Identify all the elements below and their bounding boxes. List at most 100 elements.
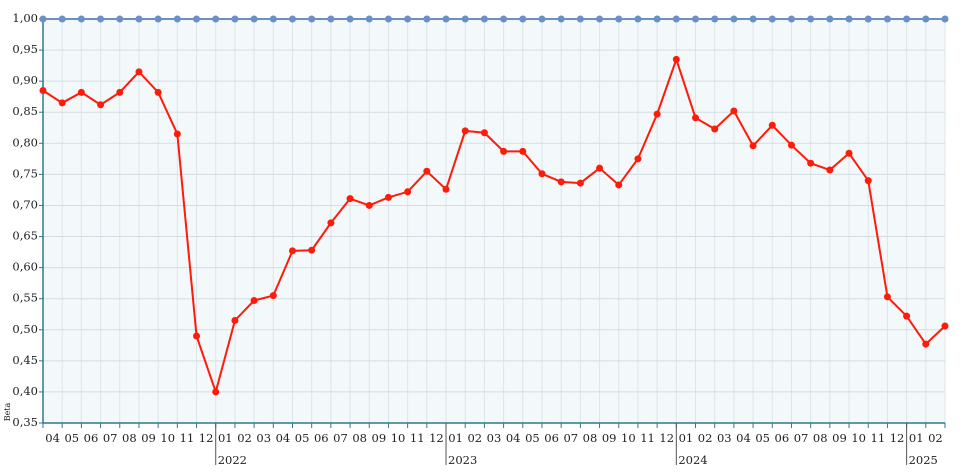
x-tick-label: 08 — [583, 431, 598, 445]
x-tick-label: 06 — [544, 431, 559, 445]
data-point — [250, 15, 258, 23]
data-point — [77, 15, 85, 23]
data-point — [596, 164, 604, 172]
x-tick-label: 04 — [45, 431, 60, 445]
y-tick-label: 0,75 — [12, 166, 38, 180]
x-tick-label: 04 — [276, 431, 291, 445]
data-point — [346, 15, 354, 23]
y-tick-label: 0,80 — [12, 135, 38, 149]
x-tick-label: 02 — [467, 431, 482, 445]
data-point — [653, 15, 661, 23]
data-point — [365, 201, 373, 209]
x-tick-label: 04 — [506, 431, 521, 445]
y-tick-label: 0,60 — [12, 260, 38, 274]
data-point — [596, 15, 604, 23]
data-point — [864, 177, 872, 185]
data-point — [826, 166, 834, 174]
data-point — [672, 15, 680, 23]
data-point — [97, 101, 105, 109]
data-point — [864, 15, 872, 23]
x-tick-label: 12 — [199, 431, 214, 445]
data-point — [39, 15, 47, 23]
data-point — [480, 129, 488, 137]
data-point — [269, 292, 277, 300]
data-point — [58, 15, 66, 23]
x-tick-label: 08 — [352, 431, 367, 445]
data-point — [557, 178, 565, 186]
series-line — [42, 56, 946, 396]
year-label: 2025 — [909, 453, 938, 467]
year-label: 2022 — [218, 453, 247, 467]
x-tick-label: 06 — [314, 431, 329, 445]
data-point — [787, 15, 795, 23]
data-point — [730, 107, 738, 115]
data-point — [557, 15, 565, 23]
data-point — [903, 312, 911, 320]
x-tick-label: 05 — [755, 431, 770, 445]
data-point — [212, 15, 220, 23]
data-point — [711, 125, 719, 133]
x-tick-label: 11 — [871, 431, 886, 445]
data-point — [653, 110, 661, 118]
data-point — [672, 55, 680, 63]
data-point — [327, 15, 335, 23]
x-tick-label: 01 — [218, 431, 233, 445]
data-point — [288, 15, 296, 23]
data-point — [615, 15, 623, 23]
x-tick-label: 05 — [64, 431, 79, 445]
data-point — [615, 181, 623, 189]
data-point — [193, 332, 201, 340]
x-tick-label: 11 — [180, 431, 195, 445]
y-tick-label: 0,45 — [12, 353, 38, 367]
x-tick-label: 12 — [659, 431, 674, 445]
data-point — [903, 15, 911, 23]
data-point — [250, 297, 258, 305]
data-point — [442, 15, 450, 23]
y-tick-label: 0,95 — [12, 42, 38, 56]
plot-area — [43, 19, 945, 423]
data-point — [787, 141, 795, 149]
data-point — [749, 15, 757, 23]
data-point — [883, 15, 891, 23]
x-tick-label: 05 — [525, 431, 540, 445]
data-point — [538, 170, 546, 178]
data-point — [768, 15, 776, 23]
data-point — [231, 316, 239, 324]
x-tick-label: 04 — [736, 431, 751, 445]
y-tick-label: 0,70 — [12, 197, 38, 211]
data-point — [154, 88, 162, 96]
data-point — [692, 15, 700, 23]
data-point — [461, 127, 469, 135]
y-axis-label: Beta — [3, 402, 12, 421]
x-tick-label: 06 — [84, 431, 99, 445]
x-tick-label: 03 — [256, 431, 271, 445]
x-tick-label: 03 — [717, 431, 732, 445]
year-label: 2023 — [448, 453, 477, 467]
data-point — [634, 15, 642, 23]
data-point — [807, 159, 815, 167]
data-point — [308, 246, 316, 254]
data-point — [116, 15, 124, 23]
x-tick-label: 08 — [122, 431, 137, 445]
data-point — [576, 179, 584, 187]
data-point — [480, 15, 488, 23]
x-tick-label: 08 — [813, 431, 828, 445]
data-point — [288, 247, 296, 255]
x-tick-label: 07 — [333, 431, 348, 445]
x-tick-label: 10 — [851, 431, 866, 445]
data-point — [423, 167, 431, 175]
data-point — [135, 68, 143, 76]
data-point — [135, 15, 143, 23]
x-tick-label: 09 — [372, 431, 387, 445]
data-point — [58, 99, 66, 107]
y-tick-label: 1,00 — [12, 11, 38, 25]
y-tick-label: 0,35 — [12, 415, 38, 429]
y-tick-label: 0,85 — [12, 104, 38, 118]
y-tick-label: 0,40 — [12, 384, 38, 398]
data-point — [538, 15, 546, 23]
data-point — [173, 15, 181, 23]
data-point — [922, 340, 930, 348]
data-point — [404, 15, 412, 23]
data-point — [39, 86, 47, 94]
